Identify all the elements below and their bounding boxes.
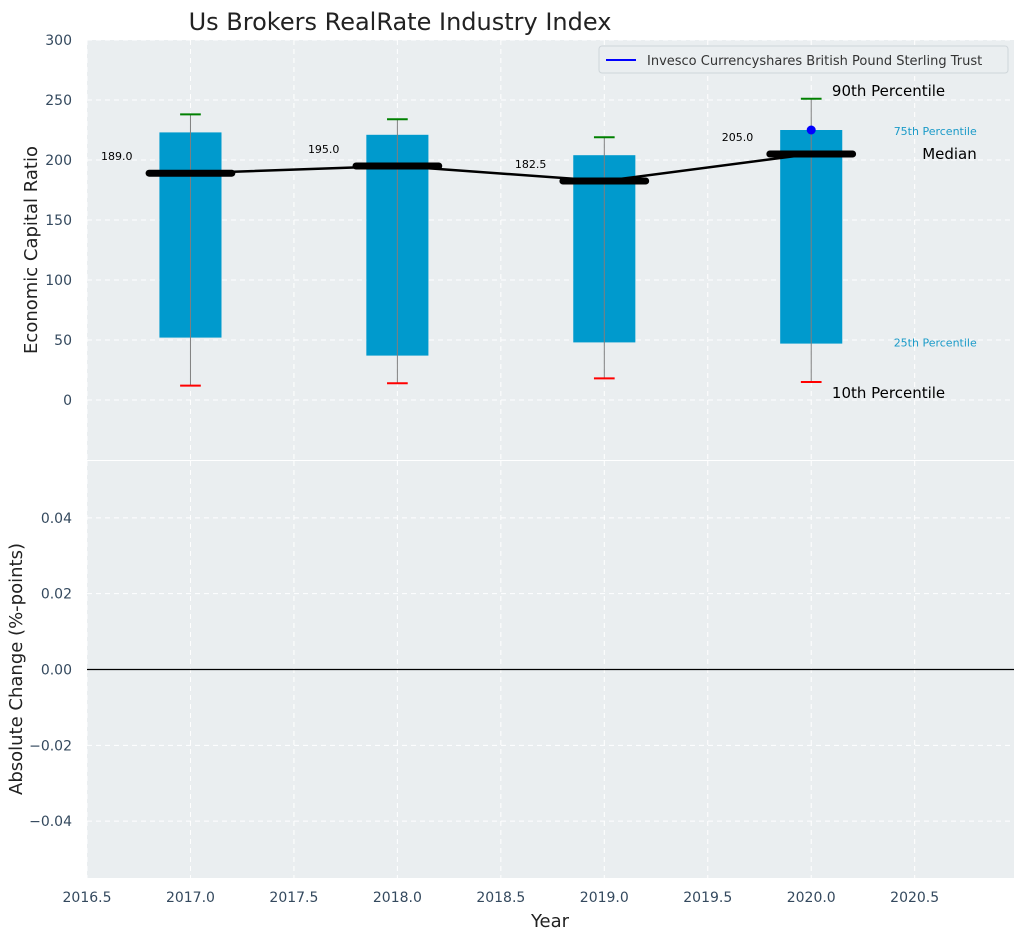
- x-ticks: 2016.5 2017.0 2017.5 2018.0 2018.5 2019.0 2019…: [63, 890, 940, 906]
- bottom-y-axis-label: Absolute Change (%-points): [6, 543, 27, 795]
- x-tick-label: 2018.5: [476, 890, 525, 906]
- x-tick-label: 2020.0: [787, 890, 836, 906]
- median-annotation: Median: [922, 145, 977, 163]
- top-y-tick-label: 250: [45, 93, 72, 109]
- median-value-label: 182.5: [515, 158, 547, 171]
- top-y-tick-label: 50: [54, 333, 72, 349]
- median-value-label: 195.0: [308, 143, 340, 156]
- x-tick-label: 2017.5: [269, 890, 318, 906]
- p10-annotation: 10th Percentile: [832, 384, 945, 402]
- top-panel: 0 50 100 150 200 250 300 189.0 195.0 182.5 205.0 9…: [21, 33, 1014, 460]
- legend: Invesco Currencyshares British Pound Ste…: [598, 45, 1009, 74]
- bottom-y-tick-label: 0.02: [41, 587, 72, 603]
- top-y-ticks: 0 50 100 150 200 250 300: [45, 33, 72, 409]
- top-marks: 189.0 195.0 182.5 205.0 90th Percentile 75th …: [101, 82, 977, 402]
- top-y-tick-label: 0: [63, 393, 72, 409]
- series-point: [806, 125, 816, 135]
- legend-box: [598, 45, 1009, 74]
- x-tick-label: 2020.5: [890, 890, 939, 906]
- bottom-y-tick-label: −0.04: [29, 814, 72, 830]
- bottom-y-ticks: −0.04 −0.02 0.00 0.02 0.04: [29, 511, 72, 830]
- p25-annotation: 25th Percentile: [894, 337, 977, 350]
- top-y-tick-label: 100: [45, 273, 72, 289]
- chart-title: Us Brokers RealRate Industry Index: [189, 8, 612, 36]
- x-tick-label: 2017.0: [166, 890, 215, 906]
- top-y-tick-label: 150: [45, 213, 72, 229]
- p75-annotation: 75th Percentile: [894, 125, 977, 138]
- x-tick-label: 2019.0: [580, 890, 629, 906]
- median-line: [190, 152, 812, 183]
- median-value-label: 189.0: [101, 150, 133, 163]
- bottom-panel: −0.04 −0.02 0.00 0.02 0.04 Absolute Change (…: [6, 461, 1014, 878]
- median-value-label: 205.0: [722, 131, 754, 144]
- bottom-y-tick-label: 0.00: [41, 663, 72, 679]
- x-tick-label: 2018.0: [373, 890, 422, 906]
- top-y-axis-label: Economic Capital Ratio: [21, 146, 42, 354]
- bottom-y-tick-label: −0.02: [29, 738, 72, 754]
- top-plot-area: [87, 40, 1014, 460]
- top-y-tick-label: 200: [45, 153, 72, 169]
- x-tick-label: 2016.5: [63, 890, 112, 906]
- top-y-tick-label: 300: [45, 33, 72, 49]
- p90-annotation: 90th Percentile: [832, 82, 945, 100]
- x-tick-label: 2019.5: [683, 890, 732, 906]
- legend-series-label: Invesco Currencyshares British Pound Ste…: [647, 54, 982, 69]
- x-axis-label: Year: [530, 911, 570, 932]
- bottom-y-tick-label: 0.04: [41, 511, 72, 527]
